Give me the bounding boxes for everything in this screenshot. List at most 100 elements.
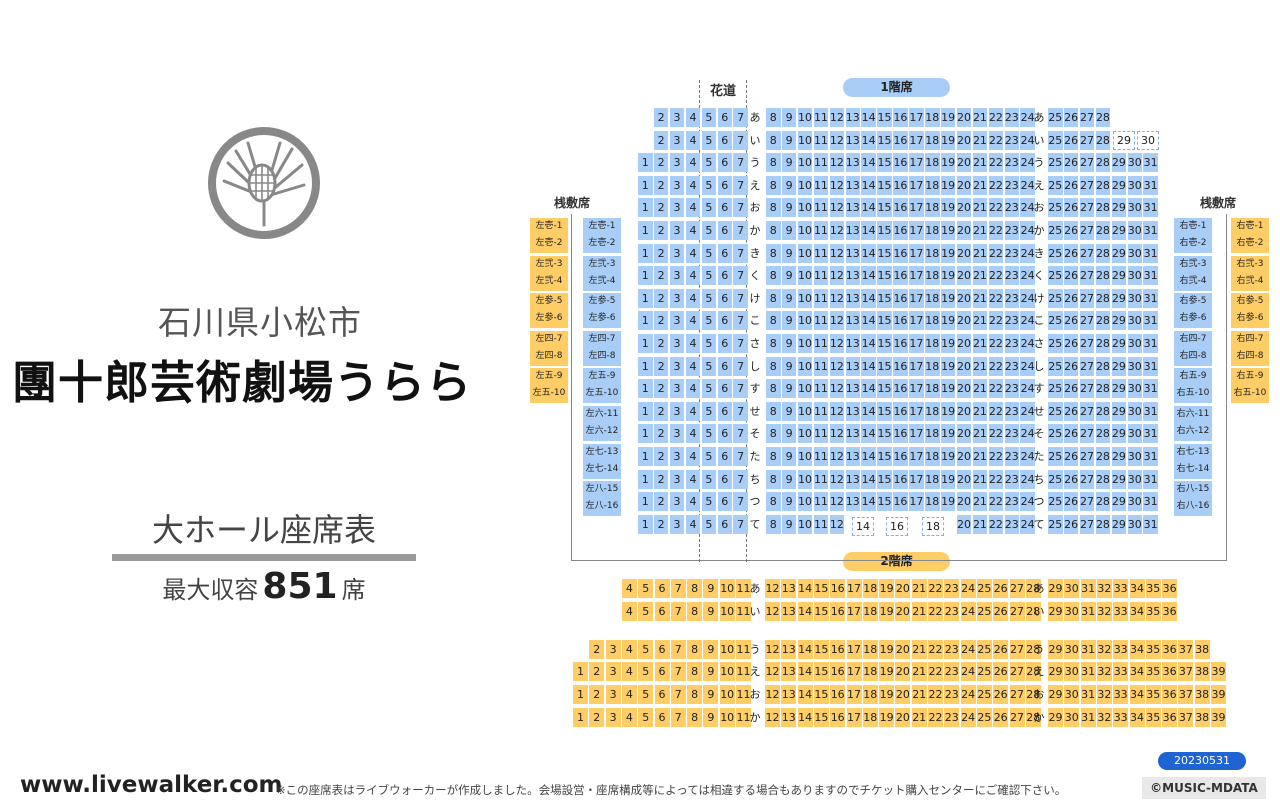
seat-f1-う-4[interactable]: 4 [685,153,701,173]
seat-f1-あ-16[interactable]: 16 [893,108,908,127]
seat-f1-せ-26[interactable]: 26 [1063,401,1079,421]
seat-f2-か-10[interactable]: 10 [719,708,735,727]
open-seat-f1-て-14[interactable]: 14 [852,516,874,536]
seat-f2-え-25[interactable]: 25 [976,662,992,681]
seat-f1-さ-26[interactable]: 26 [1063,334,1079,353]
seat-f1-う-24[interactable]: 24 [1020,153,1035,173]
seat-f2-い-6[interactable]: 6 [654,602,670,621]
seat-f1-あ-7[interactable]: 7 [733,108,748,127]
seat-f2-か-19[interactable]: 19 [879,708,895,727]
seat-f1-あ-27[interactable]: 27 [1079,108,1095,127]
seat-f1-そ-7[interactable]: 7 [733,424,748,444]
seat-f1-す-13[interactable]: 13 [845,379,860,399]
seat-f2-え-17[interactable]: 17 [846,662,862,681]
seat-f2-お-29[interactable]: 29 [1048,685,1063,704]
seat-f1-う-29[interactable]: 29 [1111,153,1127,173]
seat-f1-し-6[interactable]: 6 [717,356,732,376]
seat-f1-け-22[interactable]: 22 [988,288,1004,308]
seat-f2-え-24[interactable]: 24 [960,662,976,681]
seat-f1-い-27[interactable]: 27 [1079,130,1095,150]
seat-f1-あ-12[interactable]: 12 [829,108,845,127]
seat-f2-う-32[interactable]: 32 [1096,640,1112,659]
seat-f1-す-23[interactable]: 23 [1004,379,1019,399]
seat-f1-か-8[interactable]: 8 [766,221,781,240]
seat-f1-あ-20[interactable]: 20 [956,108,972,127]
seat-f2-か-24[interactable]: 24 [960,708,976,727]
seat-f1-か-6[interactable]: 6 [717,221,732,240]
seat-f1-き-31[interactable]: 31 [1143,243,1158,263]
seat-f1-け-3[interactable]: 3 [669,288,685,308]
seat-f1-て-4[interactable]: 4 [685,514,701,534]
seat-f1-さ-12[interactable]: 12 [829,334,845,353]
seat-f1-て-2[interactable]: 2 [653,514,669,534]
seat-f2-い-12[interactable]: 12 [765,602,780,621]
seat-f1-こ-11[interactable]: 11 [813,311,829,331]
seat-f1-さ-23[interactable]: 23 [1004,334,1019,353]
seat-f1-そ-9[interactable]: 9 [781,424,797,444]
left-outer-box-1[interactable]: 左壱-1 左壱-2 [530,218,568,253]
seat-f2-お-28[interactable]: 28 [1025,685,1041,704]
seat-f1-て-25[interactable]: 25 [1048,514,1063,534]
seat-f1-お-16[interactable]: 16 [893,198,908,218]
seat-f1-つ-20[interactable]: 20 [956,492,972,512]
seat-f1-ち-23[interactable]: 23 [1004,469,1019,489]
seat-f2-う-35[interactable]: 35 [1145,640,1161,659]
seat-f2-え-9[interactable]: 9 [703,662,719,681]
seat-f2-か-31[interactable]: 31 [1080,708,1096,727]
right-inner-box-6[interactable]: 右六-11 右六-12 [1174,406,1212,441]
seat-f1-お-9[interactable]: 9 [781,198,797,218]
seat-f1-し-30[interactable]: 30 [1127,356,1142,376]
seat-f1-す-2[interactable]: 2 [653,379,669,399]
seat-f1-え-20[interactable]: 20 [956,175,972,195]
seat-f2-え-23[interactable]: 23 [944,662,960,681]
seat-f1-ち-7[interactable]: 7 [733,469,748,489]
seat-f1-け-26[interactable]: 26 [1063,288,1079,308]
seat-f1-せ-13[interactable]: 13 [845,401,860,421]
seat-f1-そ-20[interactable]: 20 [956,424,972,444]
seat-f1-え-17[interactable]: 17 [909,175,924,195]
seat-f2-お-37[interactable]: 37 [1178,685,1194,704]
seat-f1-て-6[interactable]: 6 [717,514,732,534]
seat-f2-お-10[interactable]: 10 [719,685,735,704]
seat-f1-し-9[interactable]: 9 [781,356,797,376]
seat-f2-い-15[interactable]: 15 [813,602,829,621]
seat-f1-こ-29[interactable]: 29 [1111,311,1127,331]
seat-f1-た-8[interactable]: 8 [766,447,781,466]
seat-f1-う-26[interactable]: 26 [1063,153,1079,173]
seat-f2-か-11[interactable]: 11 [736,708,751,727]
seat-f1-て-7[interactable]: 7 [733,514,748,534]
seat-f2-う-15[interactable]: 15 [813,640,829,659]
seat-f1-き-30[interactable]: 30 [1127,243,1142,263]
seat-f1-あ-19[interactable]: 19 [940,108,956,127]
seat-f1-た-5[interactable]: 5 [701,447,717,466]
seat-f1-き-10[interactable]: 10 [797,243,813,263]
seat-f1-さ-9[interactable]: 9 [781,334,797,353]
seat-f1-く-24[interactable]: 24 [1020,266,1035,286]
seat-f1-せ-14[interactable]: 14 [861,401,876,421]
seat-f1-か-16[interactable]: 16 [893,221,908,240]
seat-f2-う-4[interactable]: 4 [621,640,637,659]
left-inner-box-5[interactable]: 左五-9 左五-10 [583,368,621,404]
seat-f1-ち-18[interactable]: 18 [925,469,940,489]
seat-f1-つ-13[interactable]: 13 [845,492,860,512]
seat-f2-あ-14[interactable]: 14 [797,579,813,598]
seat-f1-さ-14[interactable]: 14 [861,334,876,353]
seat-f1-え-28[interactable]: 28 [1095,175,1111,195]
seat-f2-う-14[interactable]: 14 [797,640,813,659]
seat-f2-お-11[interactable]: 11 [736,685,751,704]
seat-f1-し-22[interactable]: 22 [988,356,1004,376]
seat-f1-き-27[interactable]: 27 [1079,243,1095,263]
seat-f1-す-14[interactable]: 14 [861,379,876,399]
seat-f1-さ-20[interactable]: 20 [956,334,972,353]
seat-f1-す-7[interactable]: 7 [733,379,748,399]
seat-f1-え-8[interactable]: 8 [766,175,781,195]
seat-f2-う-5[interactable]: 5 [638,640,654,659]
seat-f1-す-30[interactable]: 30 [1127,379,1142,399]
seat-f1-て-24[interactable]: 24 [1020,514,1035,534]
seat-f1-し-25[interactable]: 25 [1048,356,1063,376]
seat-f1-そ-6[interactable]: 6 [717,424,732,444]
seat-f2-う-26[interactable]: 26 [993,640,1009,659]
seat-f1-あ-4[interactable]: 4 [685,108,701,127]
seat-f1-つ-8[interactable]: 8 [766,492,781,512]
seat-f1-こ-18[interactable]: 18 [925,311,940,331]
